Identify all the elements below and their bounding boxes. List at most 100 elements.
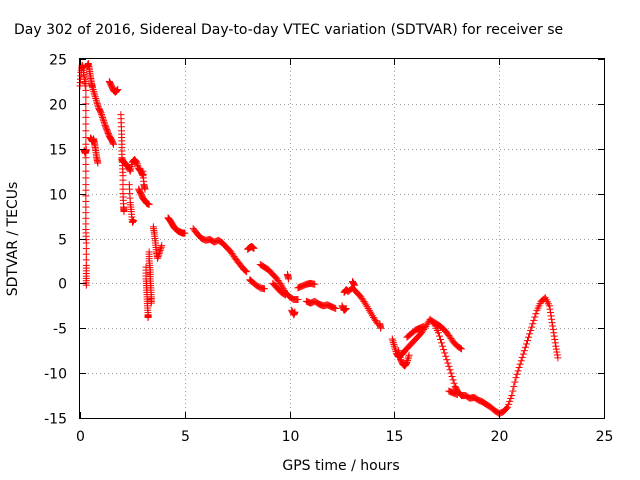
data-point	[441, 349, 449, 357]
data-point	[362, 301, 370, 309]
data-point	[449, 376, 457, 384]
x-tick-label: 0	[76, 429, 85, 445]
y-tick-label: -5	[53, 322, 67, 338]
data-series	[76, 59, 562, 418]
data-point	[97, 110, 105, 118]
data-point	[181, 229, 189, 237]
data-point	[364, 305, 372, 313]
data-point	[438, 339, 446, 347]
data-point	[390, 340, 398, 348]
data-point	[82, 113, 90, 121]
data-point	[106, 134, 114, 142]
data-point	[155, 251, 163, 259]
plot-frame	[79, 58, 605, 419]
data-point	[420, 322, 428, 330]
data-point	[366, 308, 374, 316]
data-point	[552, 345, 560, 353]
data-point	[435, 332, 443, 340]
data-point	[547, 312, 555, 320]
data-point	[156, 246, 164, 254]
data-point	[114, 86, 122, 94]
data-point	[522, 340, 530, 348]
data-point	[82, 80, 90, 88]
data-point	[553, 348, 561, 356]
data-point	[547, 309, 555, 317]
data-point	[147, 299, 155, 307]
data-point	[439, 342, 447, 350]
data-point	[405, 353, 413, 361]
data-point	[82, 154, 90, 162]
data-point	[361, 299, 369, 307]
data-point	[523, 337, 531, 345]
data-point	[456, 344, 464, 352]
data-point	[243, 268, 251, 276]
data-point	[549, 322, 557, 330]
data-point	[437, 335, 445, 343]
data-point	[241, 266, 249, 274]
data-point	[521, 343, 529, 351]
data-point	[423, 321, 431, 329]
data-point	[506, 397, 514, 405]
data-point	[552, 342, 560, 350]
data-point	[242, 267, 250, 275]
chart-title: Day 302 of 2016, Sidereal Day-to-day VTE…	[14, 22, 563, 38]
data-point	[512, 374, 520, 382]
data-point	[391, 344, 399, 352]
data-point	[529, 320, 537, 328]
data-point	[546, 305, 554, 313]
x-tick-label: 10	[282, 429, 300, 445]
y-tick-label: 15	[49, 143, 67, 159]
data-point	[156, 248, 164, 256]
data-point	[516, 360, 524, 368]
data-point	[82, 93, 90, 101]
data-point	[82, 127, 90, 135]
data-point	[404, 357, 411, 365]
data-point	[294, 296, 302, 304]
data-point	[440, 346, 448, 354]
axis-ticks: 0 5 10 15 20 25 25 20 15 10 5 0 -5 -10 -15	[44, 53, 613, 446]
y-tick-label: 20	[49, 98, 67, 114]
data-point	[550, 329, 558, 337]
data-point	[518, 353, 526, 361]
data-point	[405, 351, 413, 359]
y-tick-label: 10	[49, 188, 67, 204]
data-point	[93, 100, 101, 108]
data-point	[505, 400, 513, 408]
y-tick-label: 25	[49, 53, 67, 69]
data-point	[82, 120, 90, 128]
data-point	[445, 362, 453, 370]
data-point	[113, 86, 121, 94]
x-tick-label: 5	[181, 429, 190, 445]
data-point	[403, 358, 411, 366]
data-point	[389, 339, 397, 347]
data-point	[517, 357, 525, 365]
data-point	[154, 254, 162, 262]
data-point	[141, 185, 149, 193]
data-point	[144, 313, 152, 321]
data-point	[90, 87, 98, 95]
data-point	[82, 174, 90, 182]
data-point	[528, 323, 536, 331]
data-point	[549, 325, 557, 333]
data-point	[434, 329, 442, 337]
data-point	[443, 356, 451, 364]
data-point	[277, 281, 285, 289]
data-point	[404, 355, 412, 363]
y-axis-label: SDTVAR / TECUs	[5, 182, 21, 297]
data-point	[450, 379, 458, 387]
data-point	[280, 290, 288, 298]
data-point	[509, 387, 517, 395]
data-point	[82, 86, 90, 94]
data-point	[548, 319, 556, 327]
y-tick-label: -10	[44, 367, 67, 383]
data-point	[530, 316, 538, 324]
data-point	[342, 305, 350, 313]
data-point	[98, 112, 106, 120]
data-point	[82, 107, 90, 115]
data-point	[93, 98, 101, 106]
data-point	[92, 96, 100, 104]
data-point	[154, 253, 162, 261]
data-point	[367, 310, 375, 318]
data-point	[90, 89, 98, 97]
